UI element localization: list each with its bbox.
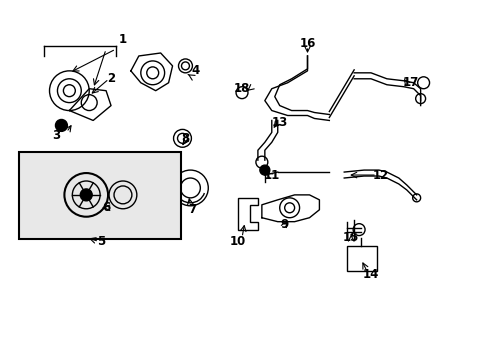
Text: 6: 6 — [102, 201, 110, 214]
Text: 10: 10 — [229, 235, 245, 248]
Text: 1: 1 — [119, 33, 127, 46]
Text: 17: 17 — [402, 76, 418, 89]
Text: 13: 13 — [271, 116, 287, 129]
Circle shape — [55, 120, 67, 131]
Text: 14: 14 — [362, 268, 378, 281]
Circle shape — [80, 189, 92, 201]
Text: 7: 7 — [188, 203, 196, 216]
Text: 2: 2 — [107, 72, 115, 85]
Text: 15: 15 — [342, 231, 359, 244]
Text: 12: 12 — [372, 168, 388, 181]
Text: 18: 18 — [233, 82, 250, 95]
Circle shape — [259, 165, 269, 175]
Bar — [346, 247, 376, 271]
Text: 16: 16 — [299, 37, 315, 50]
Text: 8: 8 — [181, 132, 189, 145]
FancyBboxPatch shape — [19, 152, 181, 239]
Text: 5: 5 — [97, 235, 105, 248]
Text: 11: 11 — [263, 168, 279, 181]
Text: 4: 4 — [191, 64, 199, 77]
Text: 9: 9 — [280, 218, 288, 231]
Text: 3: 3 — [52, 129, 61, 142]
